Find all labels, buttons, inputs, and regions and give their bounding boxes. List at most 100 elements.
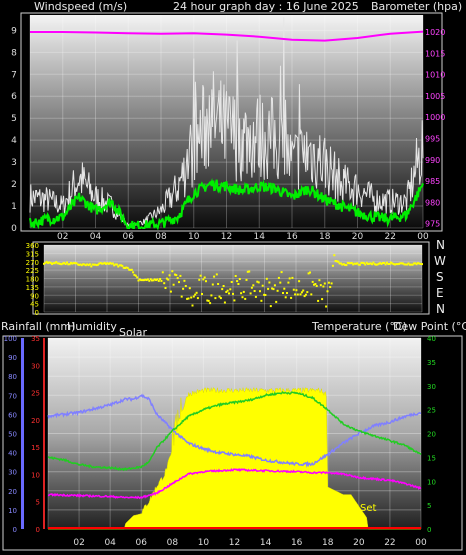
winddirection-point — [310, 293, 313, 296]
direction-tick-label: 225 — [26, 267, 39, 275]
temperature-tick-label: 40 — [427, 335, 436, 343]
winddirection-point — [156, 278, 159, 281]
windspeed-tick-label: 1 — [11, 202, 17, 212]
winddirection-point — [75, 262, 78, 265]
winddirection-point — [172, 283, 175, 286]
winddirection-point — [152, 279, 155, 282]
winddirection-point — [399, 262, 402, 265]
winddirection-point — [237, 283, 240, 285]
winddirection-point — [406, 263, 409, 266]
direction-tick-label: 315 — [26, 250, 39, 258]
winddirection-point — [286, 292, 288, 294]
winddirection-point — [330, 282, 333, 285]
rainfall-axis-bar — [43, 338, 45, 529]
winddirection-point — [329, 286, 332, 288]
winddirection-point — [144, 278, 147, 281]
winddirection-point — [261, 284, 264, 287]
winddirection-point — [353, 262, 356, 265]
winddirection-point — [87, 264, 90, 267]
rainfall-tick-label: 5 — [36, 499, 40, 507]
winddirection-point — [103, 261, 106, 264]
winddirection-point — [302, 289, 305, 292]
winddirection-point — [313, 283, 315, 286]
top-x-tick-label: 10 — [188, 232, 200, 242]
direction-tick-label: 45 — [30, 301, 39, 309]
winddirection-point — [210, 294, 213, 297]
winddirection-point — [99, 262, 102, 264]
winddirection-point — [223, 301, 226, 304]
winddirection-point — [101, 262, 104, 265]
winddirection-point — [218, 295, 221, 298]
winddirection-point — [196, 297, 199, 300]
humidity-tick-label: 10 — [8, 507, 17, 515]
winddirection-point — [349, 262, 352, 265]
winddirection-point — [195, 291, 198, 294]
winddirection-point — [360, 261, 363, 264]
winddirection-point — [287, 281, 290, 284]
winddirection-point — [180, 295, 183, 298]
windgust-series-line — [29, 17, 424, 229]
winddirection-point — [245, 278, 248, 281]
humidity-tick-label: 0 — [13, 526, 17, 534]
winddirection-point — [214, 297, 217, 300]
winddirection-point — [111, 262, 114, 265]
winddirection-point — [358, 263, 361, 266]
winddirection-point — [76, 263, 79, 266]
winddirection-point — [295, 289, 298, 292]
winddirection-point — [71, 262, 74, 265]
winddirection-point — [371, 263, 374, 266]
compass-s: S — [436, 270, 444, 284]
winddirection-point — [244, 297, 247, 300]
temperature-tick-label: 25 — [427, 407, 436, 415]
winddirection-point — [206, 299, 209, 302]
humidity-axis-bar — [21, 338, 24, 529]
bottom-x-tick-label: 14 — [260, 538, 272, 548]
barometer-tick-label: 975 — [425, 220, 440, 229]
winddirection-point — [283, 287, 286, 290]
rainfall-tick-label: 25 — [31, 390, 40, 398]
bottom-x-tick-label: 12 — [229, 538, 240, 548]
barometer-tick-label: 1005 — [425, 92, 445, 101]
top-x-tick-label: 02 — [57, 232, 68, 242]
winddirection-point — [117, 265, 120, 268]
winddirection-point — [337, 260, 340, 263]
winddirection-point — [82, 263, 85, 266]
winddirection-point — [161, 271, 164, 274]
winddirection-point — [53, 262, 56, 265]
winddirection-point — [379, 262, 382, 265]
compass-n-top: N — [436, 238, 445, 252]
winddirection-point — [242, 290, 245, 293]
rainfall-tick-label: 10 — [31, 471, 40, 479]
winddirection-point — [380, 262, 383, 265]
top-axis-ticks: 0123456789975980985990995100010051010101… — [11, 26, 445, 242]
rainfall-axis-title: Rainfall (mm) — [1, 320, 75, 333]
barometer-tick-label: 980 — [425, 198, 440, 207]
temperature-tick-label: 35 — [427, 359, 436, 367]
winddirection-point — [213, 275, 216, 278]
sunset-label: Set — [360, 503, 377, 514]
winddirection-point — [137, 279, 140, 282]
winddirection-point — [130, 268, 133, 271]
winddirection-point — [269, 305, 272, 308]
winddirection-point — [306, 291, 309, 294]
winddirection-point — [113, 264, 116, 267]
temperature-tick-label: 30 — [427, 383, 436, 391]
winddirection-point — [222, 285, 225, 287]
solar-axis-title: Solar — [119, 326, 148, 339]
winddirection-point — [253, 290, 256, 292]
winddirection-point — [129, 268, 132, 271]
winddirection-point — [264, 294, 267, 296]
bottom-x-tick-label: 22 — [384, 538, 395, 548]
winddirection-point — [186, 297, 189, 300]
temperature-tick-label: 5 — [427, 502, 431, 510]
winddirection-point — [322, 285, 325, 288]
winddirection-point — [369, 262, 372, 265]
winddirection-point — [384, 263, 387, 266]
bottom-x-tick-label: 04 — [104, 538, 116, 548]
compass-n-bottom: N — [436, 302, 445, 316]
winddirection-point — [91, 263, 94, 266]
barometer-tick-label: 990 — [425, 156, 440, 165]
top-x-tick-label: 20 — [352, 232, 364, 242]
